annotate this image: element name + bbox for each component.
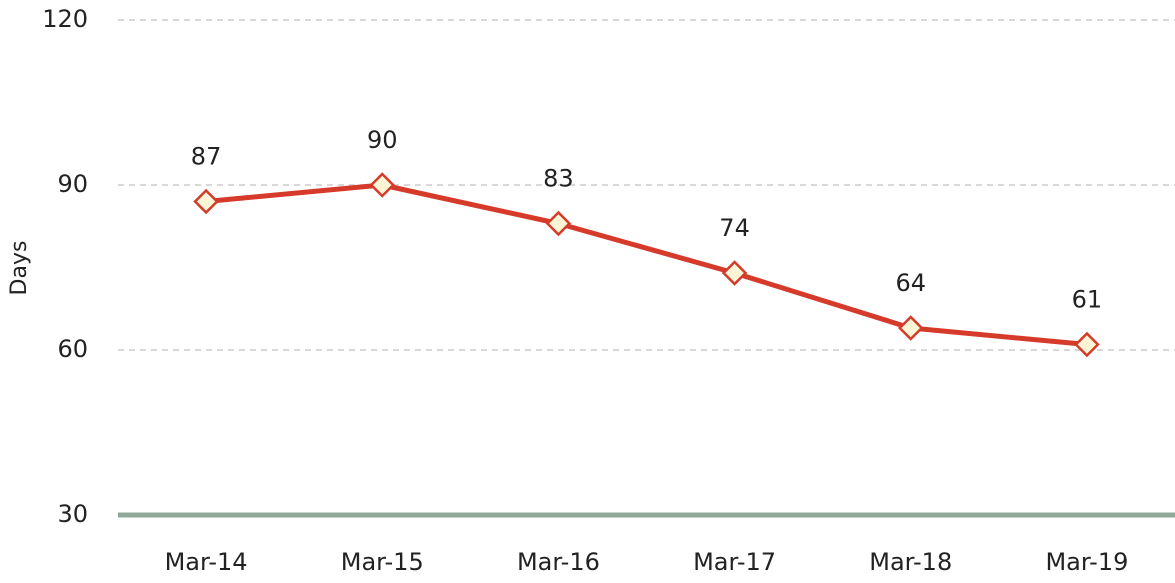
marker — [897, 315, 924, 341]
data-label: 83 — [543, 165, 574, 193]
data-label: 87 — [191, 143, 222, 171]
marker — [193, 188, 219, 215]
marker — [545, 210, 572, 237]
data-label: 64 — [895, 269, 926, 297]
x-tick-label: Mar-16 — [517, 548, 600, 576]
y-tick-label: 120 — [42, 5, 88, 33]
marker — [1074, 331, 1100, 358]
x-tick-label: Mar-17 — [693, 548, 776, 576]
x-tick-label: Mar-19 — [1045, 548, 1128, 576]
y-tick-label: 90 — [57, 170, 88, 198]
y-axis-title: Days — [7, 241, 32, 296]
data-label: 61 — [1072, 286, 1103, 314]
line — [205, 182, 1088, 347]
y-tick-label: 60 — [57, 335, 88, 363]
marker — [369, 172, 396, 198]
x-tick-label: Mar-18 — [869, 548, 952, 576]
data-label: 74 — [719, 214, 750, 242]
x-tick-label: Mar-14 — [165, 548, 248, 576]
x-tick-label: Mar-15 — [341, 548, 424, 576]
data-label: 90 — [367, 126, 398, 154]
y-tick-label: 30 — [57, 500, 88, 528]
marker — [721, 260, 748, 286]
